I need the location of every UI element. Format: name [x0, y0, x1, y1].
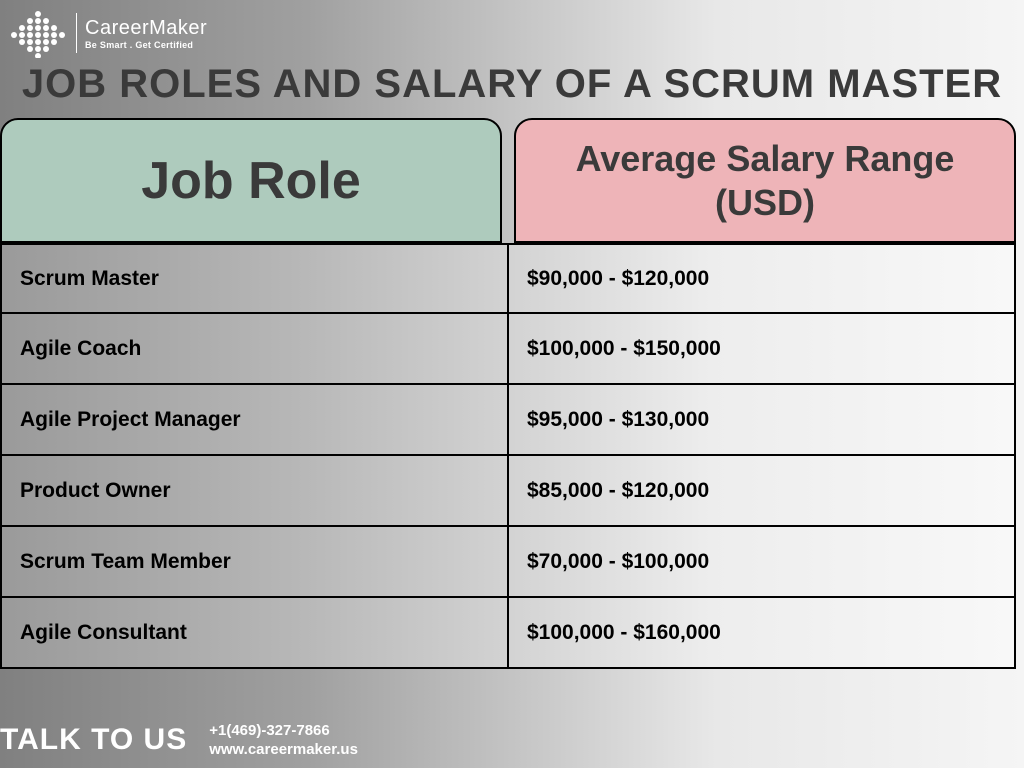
salary-table: Job Role Average Salary Range (USD) Scru… [0, 118, 1016, 669]
talk-to-us-label: TALK TO US [0, 723, 187, 757]
salary-cell: $70,000 - $100,000 [509, 527, 1014, 596]
table-row: Scrum Master $90,000 - $120,000 [2, 243, 1014, 314]
role-cell: Agile Consultant [2, 598, 509, 667]
header-job-role: Job Role [0, 118, 502, 243]
logo-tagline: Be Smart . Get Certified [85, 40, 207, 50]
salary-cell: $95,000 - $130,000 [509, 385, 1014, 454]
role-cell: Scrum Team Member [2, 527, 509, 596]
salary-cell: $100,000 - $160,000 [509, 598, 1014, 667]
salary-cell: $85,000 - $120,000 [509, 456, 1014, 525]
table-row: Agile Project Manager $95,000 - $130,000 [2, 385, 1014, 456]
salary-cell: $100,000 - $150,000 [509, 314, 1014, 383]
table-row: Agile Coach $100,000 - $150,000 [2, 314, 1014, 385]
salary-cell: $90,000 - $120,000 [509, 245, 1014, 312]
header-salary-range: Average Salary Range (USD) [514, 118, 1016, 243]
logo-text: CareerMaker Be Smart . Get Certified [85, 17, 207, 50]
phone-number: +1(469)-327-7866 [209, 722, 358, 739]
logo-icon [8, 8, 68, 58]
role-cell: Agile Project Manager [2, 385, 509, 454]
table-header-row: Job Role Average Salary Range (USD) [0, 118, 1016, 243]
logo-area: CareerMaker Be Smart . Get Certified [8, 8, 207, 58]
table-row: Scrum Team Member $70,000 - $100,000 [2, 527, 1014, 598]
logo-brand: CareerMaker [85, 17, 207, 40]
logo-divider [76, 13, 77, 53]
contact-info: +1(469)-327-7866 www.careermaker.us [209, 722, 358, 758]
footer: TALK TO US +1(469)-327-7866 www.careerma… [0, 722, 358, 758]
table-row: Agile Consultant $100,000 - $160,000 [2, 598, 1014, 669]
table-row: Product Owner $85,000 - $120,000 [2, 456, 1014, 527]
table-body: Scrum Master $90,000 - $120,000 Agile Co… [0, 243, 1016, 669]
page-title: JOB ROLES AND SALARY OF A SCRUM MASTER [0, 62, 1024, 107]
role-cell: Scrum Master [2, 245, 509, 312]
website-url: www.careermaker.us [209, 741, 358, 758]
role-cell: Product Owner [2, 456, 509, 525]
role-cell: Agile Coach [2, 314, 509, 383]
